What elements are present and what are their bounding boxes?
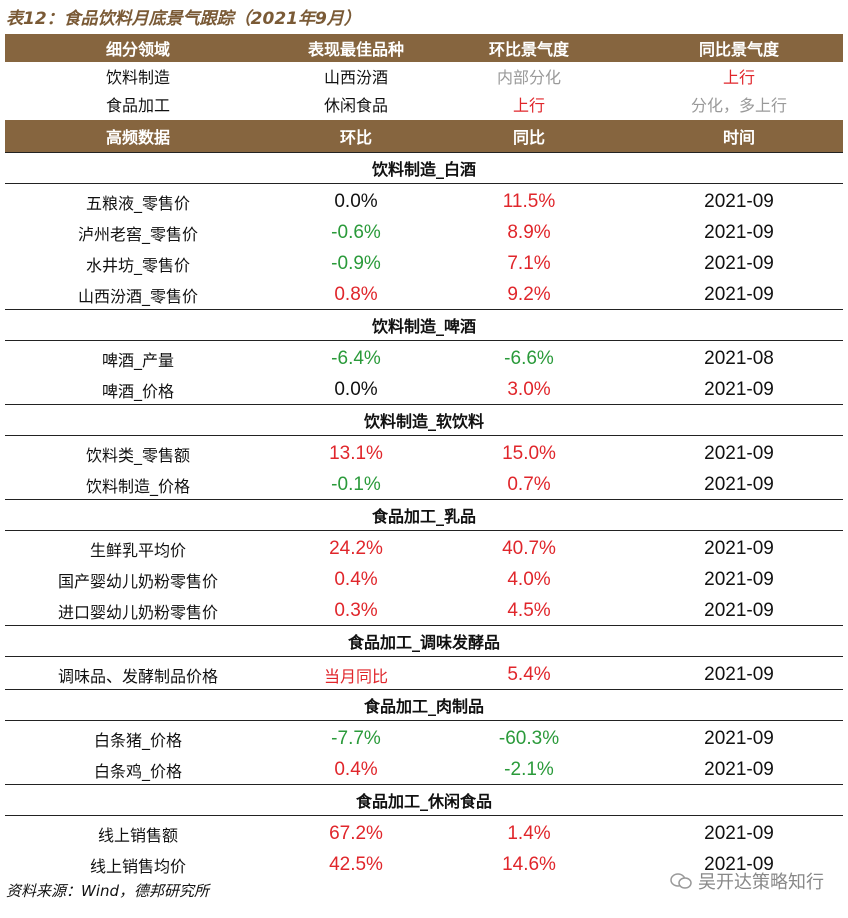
summary-cell: 内部分化 (496, 68, 561, 87)
header-cell: 同比景气度 (698, 40, 779, 59)
row-value: 2021-09 (704, 599, 774, 621)
row-value: 13.1% (329, 442, 383, 464)
row-label: 五粮液_零售价 (85, 193, 190, 213)
header-bar (5, 120, 843, 152)
row-value: 2021-09 (704, 283, 774, 305)
row-value: 3.0% (507, 378, 551, 400)
section-title: 食品加工_休闲食品 (5, 784, 843, 816)
row-label: 啤酒_产量 (101, 350, 174, 370)
row-value: 2021-09 (704, 378, 774, 400)
row-label: 进口婴幼儿奶粉零售价 (57, 602, 218, 622)
row-value: 11.5% (502, 190, 556, 212)
row-label: 水井坊_零售价 (85, 255, 190, 275)
row-value: 0.4% (334, 758, 378, 780)
row-value: 2021-09 (704, 758, 774, 780)
row-value: 当月同比 (323, 666, 388, 686)
watermark-text: 吴开达策略知行 (698, 872, 824, 893)
row-label: 国产婴幼儿奶粉零售价 (57, 571, 218, 591)
section-title: 饮料制造_软饮料 (5, 404, 843, 436)
row-value: 2021-09 (704, 442, 774, 464)
row-value: 7.1% (507, 252, 551, 274)
header-cell: 环比 (339, 128, 372, 147)
row-label: 调味品、发酵制品价格 (57, 666, 218, 686)
summary-cell: 山西汾酒 (323, 68, 388, 87)
row-value: 15.0% (502, 442, 556, 464)
source-note: 资料来源：Wind，德邦研究所 (6, 882, 210, 900)
header-cell: 环比景气度 (488, 40, 569, 59)
summary-cell: 上行 (722, 68, 755, 87)
summary-cell: 上行 (512, 96, 545, 115)
watermark: 吴开达策略知行 (670, 868, 824, 894)
row-value: -6.4% (331, 347, 381, 369)
row-value: 2021-09 (704, 190, 774, 212)
row-value: -0.1% (331, 473, 381, 495)
summary-cell: 分化，多上行 (690, 96, 787, 115)
row-value: 2021-09 (704, 663, 774, 685)
row-value: 2021-09 (704, 473, 774, 495)
row-label: 饮料类_零售额 (85, 445, 190, 465)
row-value: 2021-09 (704, 822, 774, 844)
section-title: 食品加工_乳品 (5, 499, 843, 531)
header-bar (5, 34, 843, 62)
row-label: 山西汾酒_零售价 (77, 286, 198, 306)
row-label: 饮料制造_价格 (85, 476, 190, 496)
row-value: -60.3% (498, 727, 560, 749)
row-value: 0.8% (334, 283, 378, 305)
row-value: 2021-09 (704, 252, 774, 274)
row-value: 40.7% (502, 537, 556, 559)
row-label: 泸州老窖_零售价 (77, 224, 198, 244)
row-value: 0.0% (334, 190, 378, 212)
row-label: 白条鸡_价格 (93, 761, 182, 781)
row-value: 1.4% (507, 822, 551, 844)
summary-cell: 食品加工 (105, 96, 170, 115)
row-value: 0.7% (507, 473, 551, 495)
row-label: 线上销售额 (97, 825, 178, 845)
row-value: -6.6% (504, 347, 554, 369)
header-cell: 同比 (512, 128, 545, 147)
row-value: 8.9% (507, 221, 551, 243)
header-cell: 表现最佳品种 (307, 40, 404, 59)
summary-cell: 饮料制造 (105, 68, 170, 87)
row-value: 42.5% (329, 853, 383, 875)
header-cell: 细分领域 (105, 40, 170, 59)
row-value: -2.1% (504, 758, 554, 780)
row-value: -0.9% (331, 252, 381, 274)
row-value: 2021-09 (704, 221, 774, 243)
row-label: 生鲜乳平均价 (89, 540, 186, 560)
row-label: 啤酒_价格 (101, 381, 174, 401)
section-title: 饮料制造_白酒 (5, 152, 843, 184)
row-value: 9.2% (507, 283, 551, 305)
row-label: 线上销售均价 (89, 856, 186, 876)
row-value: 2021-09 (704, 853, 774, 875)
row-value: 2021-09 (704, 568, 774, 590)
row-value: 67.2% (329, 822, 383, 844)
row-value: -0.6% (331, 221, 381, 243)
section-title: 食品加工_调味发酵品 (5, 625, 843, 657)
header-cell: 高频数据 (105, 128, 170, 147)
section-title: 食品加工_肉制品 (5, 689, 843, 721)
row-value: 2021-09 (704, 727, 774, 749)
row-value: 0.4% (334, 568, 378, 590)
header-cell: 时间 (722, 128, 755, 147)
title: 表12：食品饮料月底景气跟踪（2021年9月） (6, 9, 361, 29)
row-value: 4.5% (507, 599, 551, 621)
row-value: 2021-09 (704, 537, 774, 559)
row-label: 白条猪_价格 (93, 730, 182, 750)
watermark-icon (670, 873, 692, 889)
summary-cell: 休闲食品 (323, 96, 388, 115)
section-title: 饮料制造_啤酒 (5, 309, 843, 341)
row-value: 4.0% (507, 568, 551, 590)
row-value: 24.2% (329, 537, 383, 559)
row-value: 2021-08 (704, 347, 774, 369)
row-value: 0.3% (334, 599, 378, 621)
row-value: -7.7% (331, 727, 381, 749)
row-value: 5.4% (507, 663, 551, 685)
row-value: 0.0% (334, 378, 378, 400)
row-value: 14.6% (502, 853, 556, 875)
